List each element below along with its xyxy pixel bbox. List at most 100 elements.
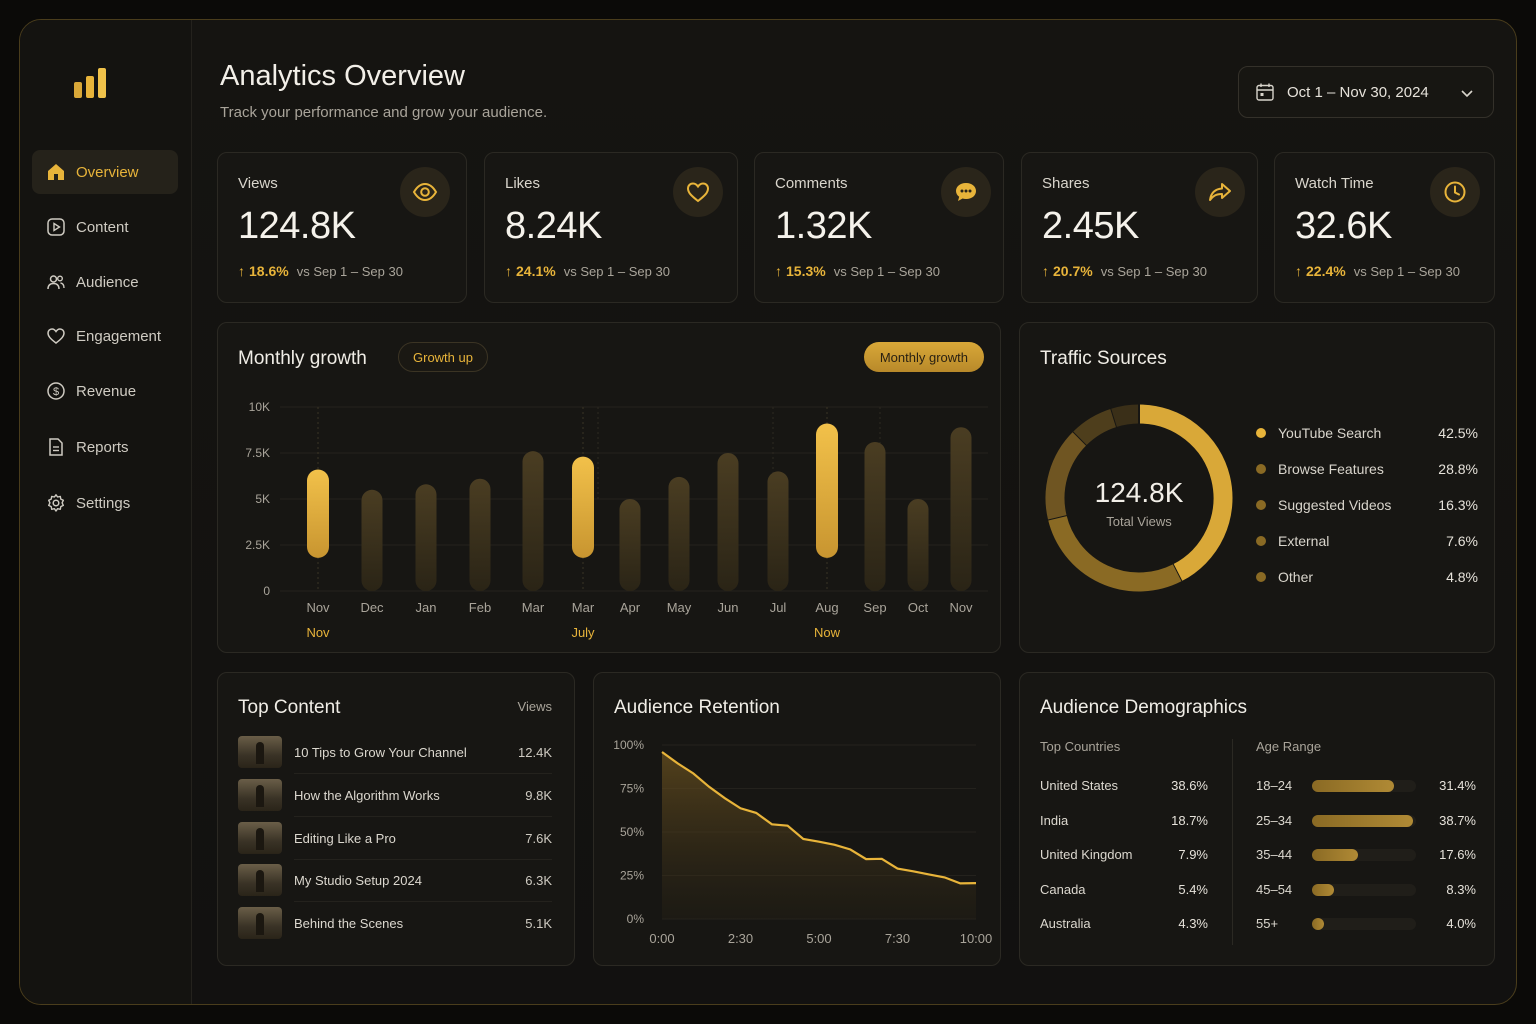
bar[interactable] xyxy=(767,471,789,591)
bar[interactable] xyxy=(361,489,383,591)
country-row: India 18.7% xyxy=(1040,813,1208,828)
svg-text:$: $ xyxy=(53,386,59,398)
kpi-delta-value: 20.7% xyxy=(1053,263,1093,279)
video-thumbnail xyxy=(238,822,282,854)
bar[interactable] xyxy=(619,499,641,591)
legend-label: YouTube Search xyxy=(1278,425,1382,441)
kpi-label: Views xyxy=(238,175,278,192)
traffic-sources-card: Traffic Sources 124.8K Total Views YouTu… xyxy=(1019,322,1495,653)
age-bar-fill xyxy=(1312,815,1413,827)
age-row: 25–34 38.7% xyxy=(1256,812,1476,830)
y-tick-label: 7.5K xyxy=(245,446,270,460)
legend-dot xyxy=(1256,428,1266,438)
legend-dot xyxy=(1256,572,1266,582)
country-name: United States xyxy=(1040,778,1119,793)
home-icon xyxy=(48,164,64,180)
x-tick-label: Oct xyxy=(908,600,929,615)
card-title: Top Content xyxy=(238,697,341,718)
age-label: 55+ xyxy=(1256,916,1279,931)
x-tick-label: 7:30 xyxy=(885,931,910,946)
kpi-delta: ↑ 24.1% vs Sep 1 – Sep 30 xyxy=(505,263,670,279)
arrow-up-icon: ↑ xyxy=(238,263,245,279)
content-title: My Studio Setup 2024 xyxy=(294,872,422,888)
country-row: Canada 5.4% xyxy=(1040,882,1208,897)
y-tick-label: 75% xyxy=(620,782,644,796)
slice-gap xyxy=(1047,514,1068,521)
donut-slice[interactable] xyxy=(1138,404,1233,582)
sidebar-item-content[interactable]: Content xyxy=(32,205,178,249)
legend-label: Browse Features xyxy=(1278,461,1384,477)
kpi-compare: vs Sep 1 – Sep 30 xyxy=(1353,263,1460,279)
arrow-up-icon: ↑ xyxy=(1295,263,1302,279)
sidebar-item-label: Engagement xyxy=(76,327,162,345)
kpi-card-shares: Shares 2.45K ↑ 20.7% vs Sep 1 – Sep 30 xyxy=(1021,152,1258,303)
monthly-growth-toggle[interactable]: Monthly growth xyxy=(863,342,984,372)
sidebar-item-reports[interactable]: Reports xyxy=(32,425,178,469)
x-tick-label: 5:00 xyxy=(806,931,831,946)
kpi-value: 8.24K xyxy=(505,205,602,247)
sidebar-item-label: Revenue xyxy=(76,382,137,400)
legend-item: YouTube Search 42.5% xyxy=(1256,423,1478,443)
kpi-delta: ↑ 22.4% vs Sep 1 – Sep 30 xyxy=(1295,263,1460,279)
content-views: 7.6K xyxy=(525,830,552,846)
card-title: Traffic Sources xyxy=(1040,348,1167,369)
views-column-header: Views xyxy=(517,699,552,714)
date-range-label: Oct 1 – Nov 30, 2024 xyxy=(1287,83,1429,101)
kpi-card-comments: Comments 1.32K ↑ 15.3% vs Sep 1 – Sep 30 xyxy=(754,152,1004,303)
kpi-compare: vs Sep 1 – Sep 30 xyxy=(296,263,403,279)
divider xyxy=(294,859,552,860)
growth-up-badge[interactable]: Growth up xyxy=(398,342,488,372)
donut-slice[interactable] xyxy=(1048,514,1182,592)
bar[interactable] xyxy=(469,478,491,591)
donut-center-label: Total Views xyxy=(1106,514,1172,529)
legend-value: 7.6% xyxy=(1446,533,1478,549)
donut-slice[interactable] xyxy=(1111,404,1140,427)
list-item[interactable]: How the Algorithm Works 9.8K xyxy=(238,778,552,812)
age-label: 25–34 xyxy=(1256,813,1293,828)
country-pct: 4.3% xyxy=(1178,916,1208,931)
bar[interactable] xyxy=(415,484,437,591)
bar[interactable] xyxy=(668,476,690,591)
list-item[interactable]: Behind the Scenes 5.1K xyxy=(238,906,552,940)
bar-highlighted[interactable] xyxy=(572,456,594,558)
bar[interactable] xyxy=(522,451,544,591)
x-tick-label: Nov xyxy=(949,600,973,615)
y-tick-label: 100% xyxy=(613,738,644,752)
bar[interactable] xyxy=(950,427,972,591)
country-name: Canada xyxy=(1040,882,1086,897)
kpi-delta: ↑ 18.6% vs Sep 1 – Sep 30 xyxy=(238,263,403,279)
bar[interactable] xyxy=(864,441,886,591)
bar[interactable] xyxy=(717,453,739,591)
sidebar-item-revenue[interactable]: $ Revenue xyxy=(32,369,178,413)
list-item[interactable]: 10 Tips to Grow Your Channel 12.4K xyxy=(238,735,552,769)
x-tick-label: Jan xyxy=(416,600,437,615)
date-range-picker[interactable]: Oct 1 – Nov 30, 2024 xyxy=(1238,66,1494,118)
list-item[interactable]: Editing Like a Pro 7.6K xyxy=(238,821,552,855)
marker-label: July xyxy=(571,625,595,640)
sidebar-item-audience[interactable]: Audience xyxy=(32,260,178,304)
sidebar-item-engagement[interactable]: Engagement xyxy=(32,314,178,358)
country-name: India xyxy=(1040,813,1069,828)
list-item[interactable]: My Studio Setup 2024 6.3K xyxy=(238,863,552,897)
legend-item: Suggested Videos 16.3% xyxy=(1256,495,1478,515)
country-row: United States 38.6% xyxy=(1040,778,1208,793)
kpi-label: Shares xyxy=(1042,175,1090,192)
monthly-growth-card: Monthly growth Growth up Monthly growth … xyxy=(217,322,1001,653)
country-pct: 38.6% xyxy=(1171,778,1208,793)
clock-icon xyxy=(1430,167,1480,217)
donut-slice[interactable] xyxy=(1045,431,1087,520)
bar-highlighted[interactable] xyxy=(307,469,329,558)
age-label: 18–24 xyxy=(1256,778,1293,793)
age-bar-track xyxy=(1312,815,1416,827)
bar[interactable] xyxy=(907,499,929,591)
donut-slice[interactable] xyxy=(1073,408,1118,446)
sidebar-item-overview[interactable]: Overview xyxy=(32,150,178,194)
heart-icon xyxy=(673,167,723,217)
country-pct: 7.9% xyxy=(1178,847,1208,862)
legend-item: External 7.6% xyxy=(1256,531,1478,551)
sidebar-item-settings[interactable]: Settings xyxy=(32,481,178,525)
bar-highlighted[interactable] xyxy=(816,423,838,558)
x-tick-label: Apr xyxy=(620,600,641,615)
y-tick-label: 10K xyxy=(249,400,270,414)
kpi-delta-value: 18.6% xyxy=(249,263,289,279)
